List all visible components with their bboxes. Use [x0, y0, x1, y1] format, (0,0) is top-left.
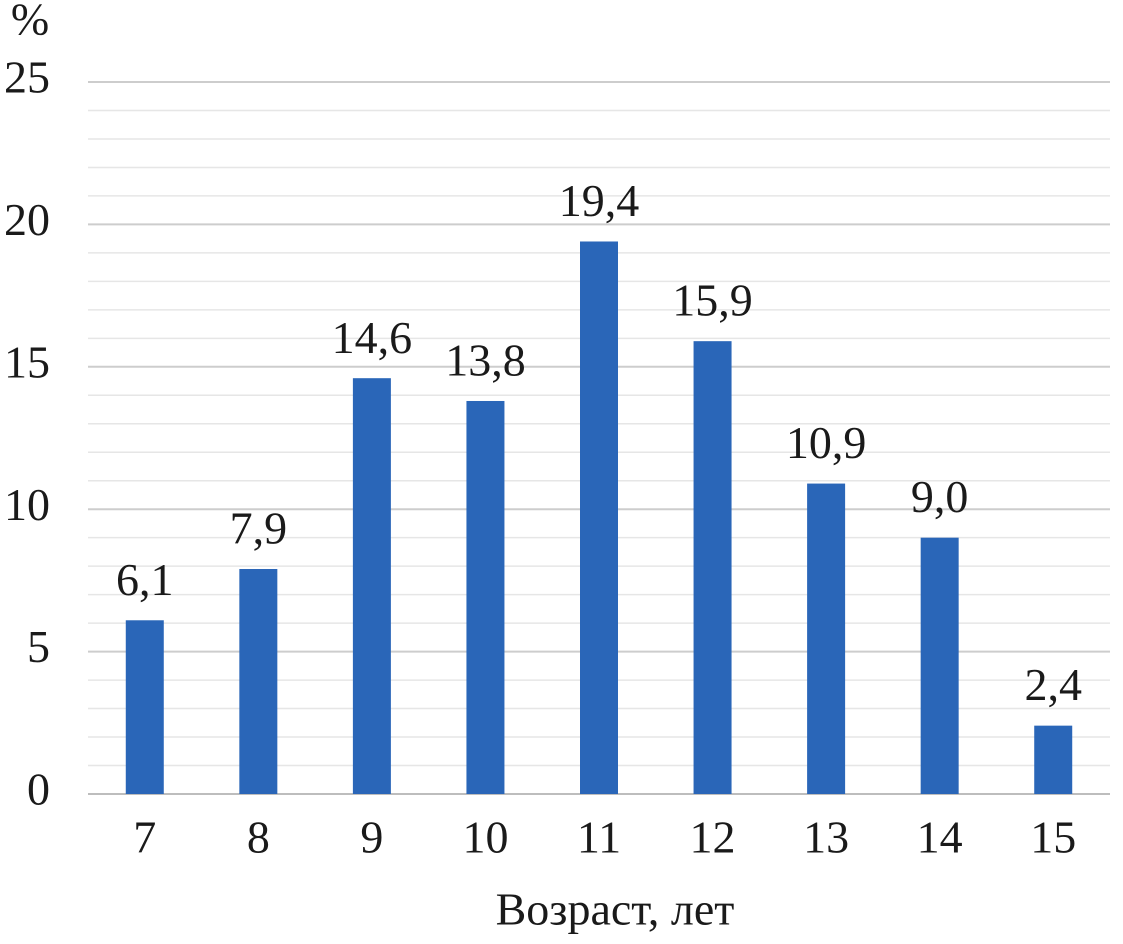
value-label: 10,9	[786, 417, 867, 468]
x-tick-label: 14	[917, 812, 963, 863]
value-label: 19,4	[559, 175, 640, 226]
value-label: 2,4	[1024, 659, 1082, 710]
x-tick-label: 15	[1030, 812, 1076, 863]
y-tick-label: 0	[27, 764, 50, 815]
y-axis-label: %	[11, 0, 49, 45]
y-tick-label: 10	[4, 479, 50, 530]
bar	[1034, 725, 1073, 794]
bar	[239, 569, 278, 794]
x-tick-label: 7	[133, 812, 156, 863]
bar	[580, 241, 618, 794]
value-label: 14,6	[332, 312, 413, 363]
x-tick-label: 11	[577, 812, 621, 863]
value-label: 6,1	[116, 554, 174, 605]
bar	[352, 378, 391, 794]
x-tick-label: 8	[247, 812, 270, 863]
x-tick-label: 13	[803, 812, 849, 863]
x-tick-label: 10	[462, 812, 508, 863]
bar	[920, 537, 959, 794]
bar	[125, 620, 164, 794]
y-tick-label: 25	[4, 52, 50, 103]
x-axis-label: Возраст, лет	[496, 884, 735, 935]
value-label: 13,8	[445, 335, 526, 386]
bar	[807, 483, 846, 794]
value-label: 15,9	[672, 275, 753, 326]
x-tick-label: 12	[690, 812, 736, 863]
y-tick-label: 15	[4, 336, 50, 387]
x-tick-label: 9	[360, 812, 383, 863]
value-label: 9,0	[911, 471, 969, 522]
y-tick-label: 20	[4, 194, 50, 245]
value-label: 7,9	[230, 503, 288, 554]
bar	[693, 341, 732, 794]
y-tick-label: 5	[27, 621, 50, 672]
bar	[466, 400, 505, 794]
